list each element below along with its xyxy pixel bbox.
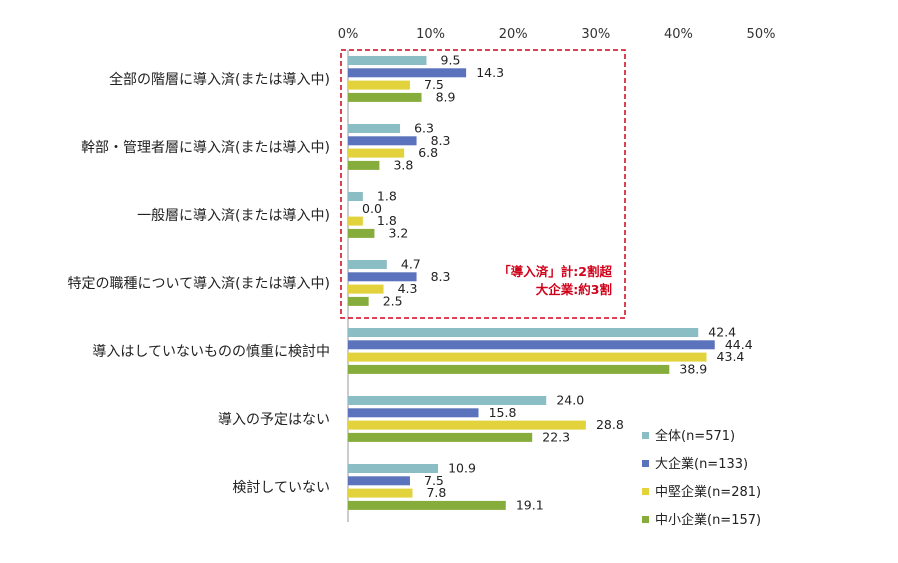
bar	[348, 68, 467, 78]
data-label: 7.8	[426, 485, 446, 500]
bar	[348, 488, 413, 498]
data-label: 3.8	[393, 157, 413, 172]
bar	[348, 476, 410, 486]
data-label: 6.3	[414, 121, 434, 136]
bar	[348, 500, 506, 510]
bar	[348, 296, 369, 306]
bar	[348, 420, 586, 430]
data-label: 8.3	[431, 269, 451, 284]
category-label: 導入の予定はない	[218, 412, 330, 428]
legend-swatch	[642, 516, 649, 523]
bar	[348, 216, 363, 226]
data-label: 4.7	[401, 257, 421, 272]
category-label: 検討していない	[232, 480, 330, 496]
bar	[348, 56, 427, 65]
category-label: 導入はしていないものの慎重に検討中	[92, 344, 330, 360]
x-tick-label: 40%	[664, 27, 693, 42]
data-label: 6.8	[418, 145, 438, 160]
data-label: 38.9	[679, 361, 707, 376]
data-label: 0.0	[362, 201, 382, 216]
data-label: 4.3	[398, 281, 418, 296]
bar	[348, 284, 384, 294]
bar	[348, 396, 547, 405]
data-label: 7.5	[424, 473, 444, 488]
legend-label: 大企業(n=133)	[655, 456, 748, 472]
data-label: 15.8	[489, 405, 517, 420]
data-label: 44.4	[725, 337, 753, 352]
data-label: 3.2	[388, 225, 408, 240]
data-label: 28.8	[596, 417, 624, 432]
legend-label: 全体(n=571)	[655, 428, 735, 444]
bar	[348, 80, 410, 90]
data-label: 43.4	[717, 349, 745, 364]
data-label: 2.5	[383, 293, 403, 308]
bar	[348, 136, 417, 146]
annotation-text: 「導入済」計:2割超	[498, 264, 612, 279]
bar	[348, 192, 363, 201]
bar	[348, 408, 479, 418]
annotation-text: 大企業:約3割	[536, 282, 612, 297]
x-tick-label: 30%	[581, 27, 610, 42]
data-label: 9.5	[441, 53, 461, 68]
data-label: 14.3	[476, 65, 504, 80]
bar	[348, 432, 533, 442]
bar	[348, 328, 699, 337]
bar	[348, 260, 387, 269]
data-label: 19.1	[516, 497, 544, 512]
data-label: 8.3	[431, 133, 451, 148]
data-label: 10.9	[448, 461, 476, 476]
x-tick-label: 20%	[499, 27, 528, 42]
legend-swatch	[642, 488, 649, 495]
bar	[348, 92, 422, 102]
x-tick-label: 50%	[747, 27, 776, 42]
data-label: 42.4	[708, 325, 736, 340]
annotation-box	[340, 49, 626, 319]
legend-label: 中小企業(n=157)	[655, 512, 761, 528]
bar	[348, 340, 715, 350]
bar	[348, 124, 401, 133]
category-label: 全部の階層に導入済(または導入中)	[109, 71, 330, 88]
legend-swatch	[642, 432, 649, 439]
x-tick-label: 10%	[416, 27, 445, 42]
category-label: 幹部・管理者層に導入済(または導入中)	[81, 139, 330, 156]
category-label: 特定の職種について導入済(または導入中)	[67, 276, 330, 292]
category-label: 一般層に導入済(または導入中)	[137, 208, 330, 224]
legend-label: 中堅企業(n=281)	[655, 484, 761, 500]
bar	[348, 364, 670, 374]
data-label: 7.5	[424, 77, 444, 92]
bar	[348, 228, 375, 238]
bar	[348, 464, 439, 473]
data-label: 22.3	[542, 429, 570, 444]
bar	[348, 148, 405, 158]
data-label: 8.9	[436, 89, 456, 104]
bar	[348, 272, 417, 282]
data-label: 1.8	[377, 213, 397, 228]
data-label: 24.0	[556, 393, 584, 408]
legend-swatch	[642, 460, 649, 467]
data-label: 1.8	[377, 189, 397, 204]
x-tick-label: 0%	[338, 27, 359, 42]
bar	[348, 352, 707, 362]
bar	[348, 160, 380, 170]
